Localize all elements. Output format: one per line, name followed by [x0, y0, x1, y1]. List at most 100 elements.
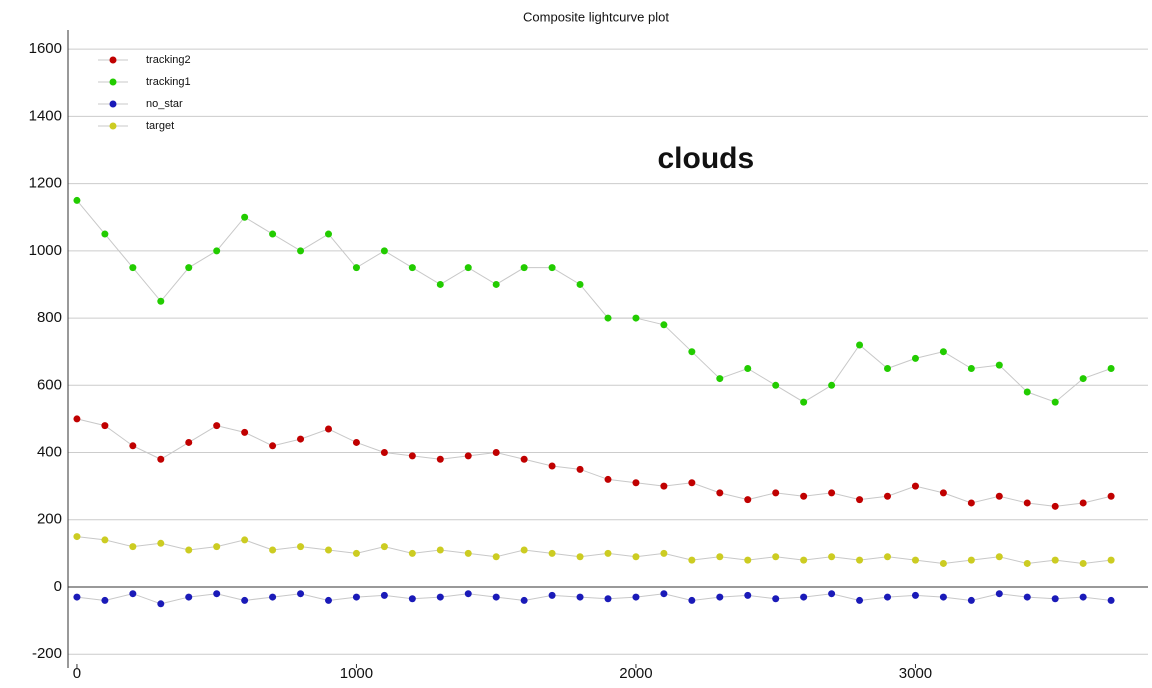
data-point: [604, 595, 612, 603]
data-point: [269, 546, 277, 554]
legend-marker: [109, 122, 117, 130]
data-point: [464, 590, 472, 598]
data-point: [967, 556, 975, 564]
data-point: [911, 354, 919, 362]
data-point: [185, 264, 193, 272]
data-point: [129, 590, 137, 598]
data-point: [772, 553, 780, 561]
data-point: [576, 465, 584, 473]
data-point: [352, 438, 360, 446]
series-line: [76, 536, 1112, 564]
legend-label: target: [146, 120, 174, 132]
data-point: [213, 590, 221, 598]
data-point: [772, 489, 780, 497]
data-point: [939, 559, 947, 567]
data-point: [297, 543, 305, 551]
data-point: [800, 593, 808, 601]
data-point: [213, 247, 221, 255]
legend-marker: [109, 56, 117, 64]
data-point: [380, 449, 388, 457]
data-point: [464, 549, 472, 557]
data-point: [716, 489, 724, 497]
data-point: [995, 553, 1003, 561]
series-line: [76, 593, 1112, 605]
data-point: [492, 280, 500, 288]
annotation: clouds: [657, 142, 754, 175]
data-point: [101, 536, 109, 544]
data-point: [324, 425, 332, 433]
data-point: [967, 364, 975, 372]
data-point: [911, 482, 919, 490]
data-point: [744, 591, 752, 599]
data-point: [1023, 593, 1031, 601]
data-point: [157, 297, 165, 305]
data-point: [101, 230, 109, 238]
data-point: [548, 264, 556, 272]
data-point: [576, 593, 584, 601]
data-point: [241, 596, 249, 604]
data-point: [828, 553, 836, 561]
data-point: [828, 489, 836, 497]
data-point: [213, 543, 221, 551]
data-point: [408, 264, 416, 272]
data-point: [1051, 556, 1059, 564]
data-point: [297, 590, 305, 598]
data-point: [352, 593, 360, 601]
data-point: [1051, 595, 1059, 603]
data-point: [520, 455, 528, 463]
legend-label: tracking1: [146, 76, 191, 88]
data-point: [660, 482, 668, 490]
y-tick-label: 1000: [29, 242, 62, 259]
data-point: [604, 549, 612, 557]
x-tick-label: 1000: [340, 665, 373, 682]
y-tick-label: 400: [37, 444, 62, 461]
data-point: [939, 593, 947, 601]
data-point: [828, 590, 836, 598]
data-point: [73, 533, 81, 541]
data-point: [911, 556, 919, 564]
data-point: [324, 546, 332, 554]
data-point: [548, 462, 556, 470]
data-point: [1079, 559, 1087, 567]
data-point: [1107, 556, 1115, 564]
data-point: [884, 593, 892, 601]
data-point: [269, 442, 277, 450]
data-point: [324, 230, 332, 238]
data-point: [716, 553, 724, 561]
data-point: [716, 593, 724, 601]
data-point: [548, 591, 556, 599]
data-point: [856, 496, 864, 504]
data-point: [1051, 398, 1059, 406]
data-point: [576, 553, 584, 561]
data-point: [185, 546, 193, 554]
data-point: [856, 341, 864, 349]
data-point: [157, 455, 165, 463]
x-tick-label: 2000: [619, 665, 652, 682]
data-point: [241, 213, 249, 221]
data-point: [744, 364, 752, 372]
data-point: [967, 499, 975, 507]
data-point: [995, 492, 1003, 500]
data-point: [185, 593, 193, 601]
data-point: [772, 595, 780, 603]
data-point: [1023, 388, 1031, 396]
data-point: [408, 452, 416, 460]
data-point: [492, 593, 500, 601]
data-point: [297, 435, 305, 443]
data-point: [884, 553, 892, 561]
series-line: [76, 418, 1112, 507]
data-point: [660, 321, 668, 329]
data-point: [101, 422, 109, 430]
data-point: [436, 455, 444, 463]
data-point: [436, 593, 444, 601]
data-point: [269, 230, 277, 238]
legend-label: no_star: [146, 98, 183, 110]
data-point: [101, 596, 109, 604]
data-point: [73, 415, 81, 423]
data-point: [269, 593, 277, 601]
chart-title: Composite lightcurve plot: [523, 9, 669, 24]
data-point: [660, 549, 668, 557]
legend-label: tracking2: [146, 54, 191, 66]
